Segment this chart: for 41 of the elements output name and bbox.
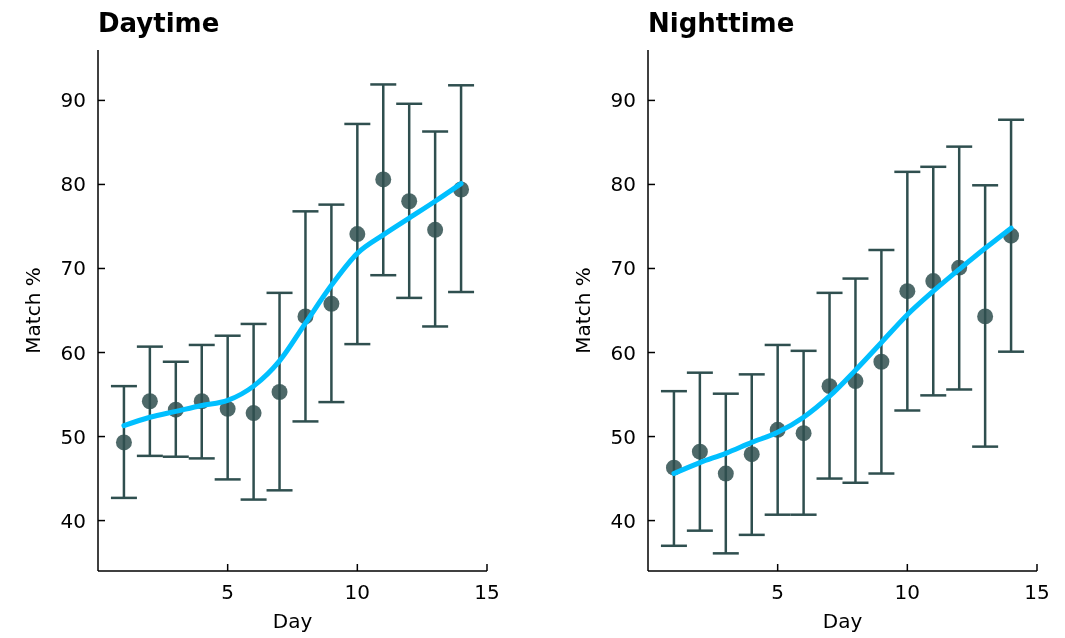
point xyxy=(899,283,916,300)
point xyxy=(349,226,366,242)
x-tick-label: 10 xyxy=(344,580,371,604)
y-axis-title: Match % xyxy=(21,267,45,354)
y-tick-label: 60 xyxy=(610,340,636,365)
x-tick-label: 10 xyxy=(894,580,921,604)
point xyxy=(323,295,340,312)
point xyxy=(691,443,708,460)
y-tick-label: 80 xyxy=(610,172,636,197)
y-tick-label: 50 xyxy=(610,424,636,449)
point xyxy=(427,221,444,238)
y-tick-label: 40 xyxy=(610,508,636,533)
point xyxy=(245,405,262,421)
y-tick-label: 40 xyxy=(60,508,86,533)
point xyxy=(115,434,132,451)
x-tick-label: 5 xyxy=(221,580,235,604)
point xyxy=(219,400,236,417)
point xyxy=(375,171,392,188)
y-tick-label: 80 xyxy=(60,172,86,197)
point xyxy=(743,446,760,463)
x-tick-label: 15 xyxy=(1024,580,1050,604)
y-tick-label: 90 xyxy=(60,88,86,113)
chart-title: Nighttime xyxy=(648,8,795,38)
x-axis-title: Day xyxy=(272,609,313,633)
y-tick-label: 70 xyxy=(60,256,86,281)
y-tick-label: 50 xyxy=(60,424,86,449)
y-tick-label: 60 xyxy=(60,340,86,365)
chart-title: Daytime xyxy=(98,8,220,38)
point xyxy=(873,353,890,370)
point xyxy=(977,308,994,325)
x-tick-label: 5 xyxy=(771,580,785,604)
point xyxy=(717,465,734,482)
y-tick-label: 70 xyxy=(610,256,636,281)
y-axis-title: Match % xyxy=(571,267,595,354)
x-axis-title: Day xyxy=(822,609,863,633)
x-tick-label: 15 xyxy=(474,580,500,604)
point xyxy=(795,425,812,442)
point xyxy=(271,384,288,400)
y-tick-label: 90 xyxy=(610,88,636,113)
point xyxy=(141,393,158,410)
point xyxy=(401,193,418,210)
